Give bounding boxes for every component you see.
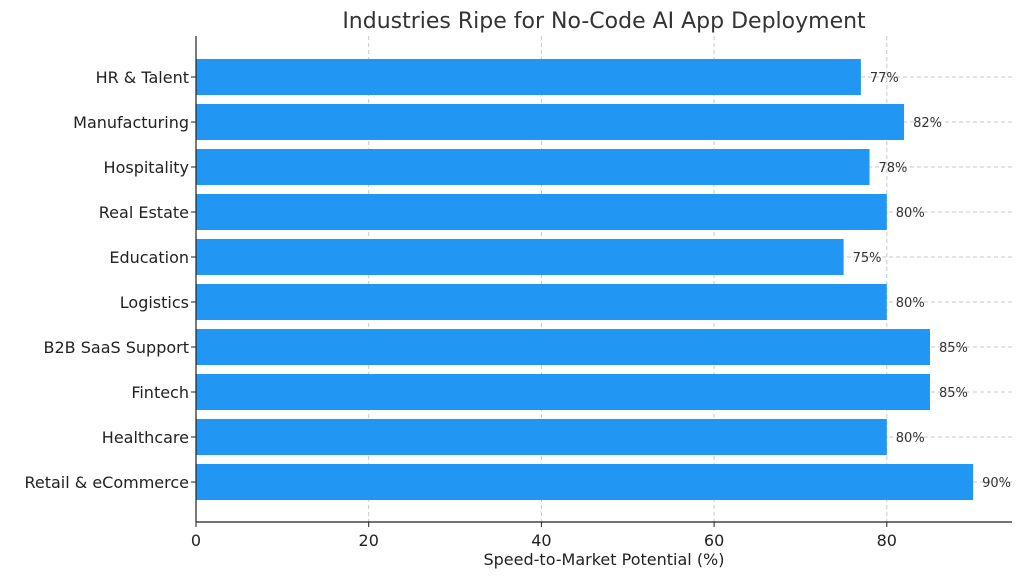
- category-label: Manufacturing: [73, 113, 189, 132]
- chart-title: Industries Ripe for No-Code AI App Deplo…: [342, 9, 866, 34]
- category-label: Retail & eCommerce: [24, 473, 189, 492]
- x-axis-label: Speed-to-Market Potential (%): [483, 550, 724, 569]
- data-label: 85%: [939, 341, 968, 356]
- bar: [196, 149, 870, 185]
- category-label: HR & Talent: [96, 68, 189, 87]
- data-labels: 90% 80% 85% 85% 80% 75% 80% 78% 82% 77%: [853, 71, 1011, 491]
- bar: [196, 284, 887, 320]
- bar: [196, 329, 930, 365]
- category-label: Hospitality: [104, 158, 189, 177]
- category-label: Logistics: [120, 293, 189, 312]
- data-label: 90%: [982, 476, 1011, 491]
- category-label: Real Estate: [99, 203, 189, 222]
- data-label: 80%: [896, 296, 925, 311]
- bar: [196, 59, 861, 95]
- bar: [196, 104, 905, 140]
- bar: [196, 194, 887, 230]
- x-tick-label: 20: [359, 531, 379, 550]
- bar: [196, 464, 974, 500]
- bars: [196, 59, 974, 500]
- data-label: 78%: [879, 161, 908, 176]
- x-tick-labels: 0 20 40 60 80: [191, 522, 897, 550]
- data-label: 77%: [870, 71, 899, 86]
- data-label: 85%: [939, 386, 968, 401]
- category-label: Healthcare: [102, 428, 189, 447]
- x-tick-label: 0: [191, 531, 201, 550]
- category-labels: Retail & eCommerce Healthcare Fintech B2B S…: [24, 68, 196, 492]
- bar: [196, 374, 930, 410]
- category-label: B2B SaaS Support: [44, 338, 189, 357]
- bar: [196, 419, 887, 455]
- x-tick-label: 80: [877, 531, 897, 550]
- category-label: Fintech: [131, 383, 189, 402]
- bar: [196, 239, 844, 275]
- category-label: Education: [109, 248, 189, 267]
- x-tick-label: 40: [531, 531, 551, 550]
- x-tick-label: 60: [704, 531, 724, 550]
- data-label: 82%: [913, 116, 942, 131]
- data-label: 80%: [896, 431, 925, 446]
- data-label: 75%: [853, 251, 882, 266]
- data-label: 80%: [896, 206, 925, 221]
